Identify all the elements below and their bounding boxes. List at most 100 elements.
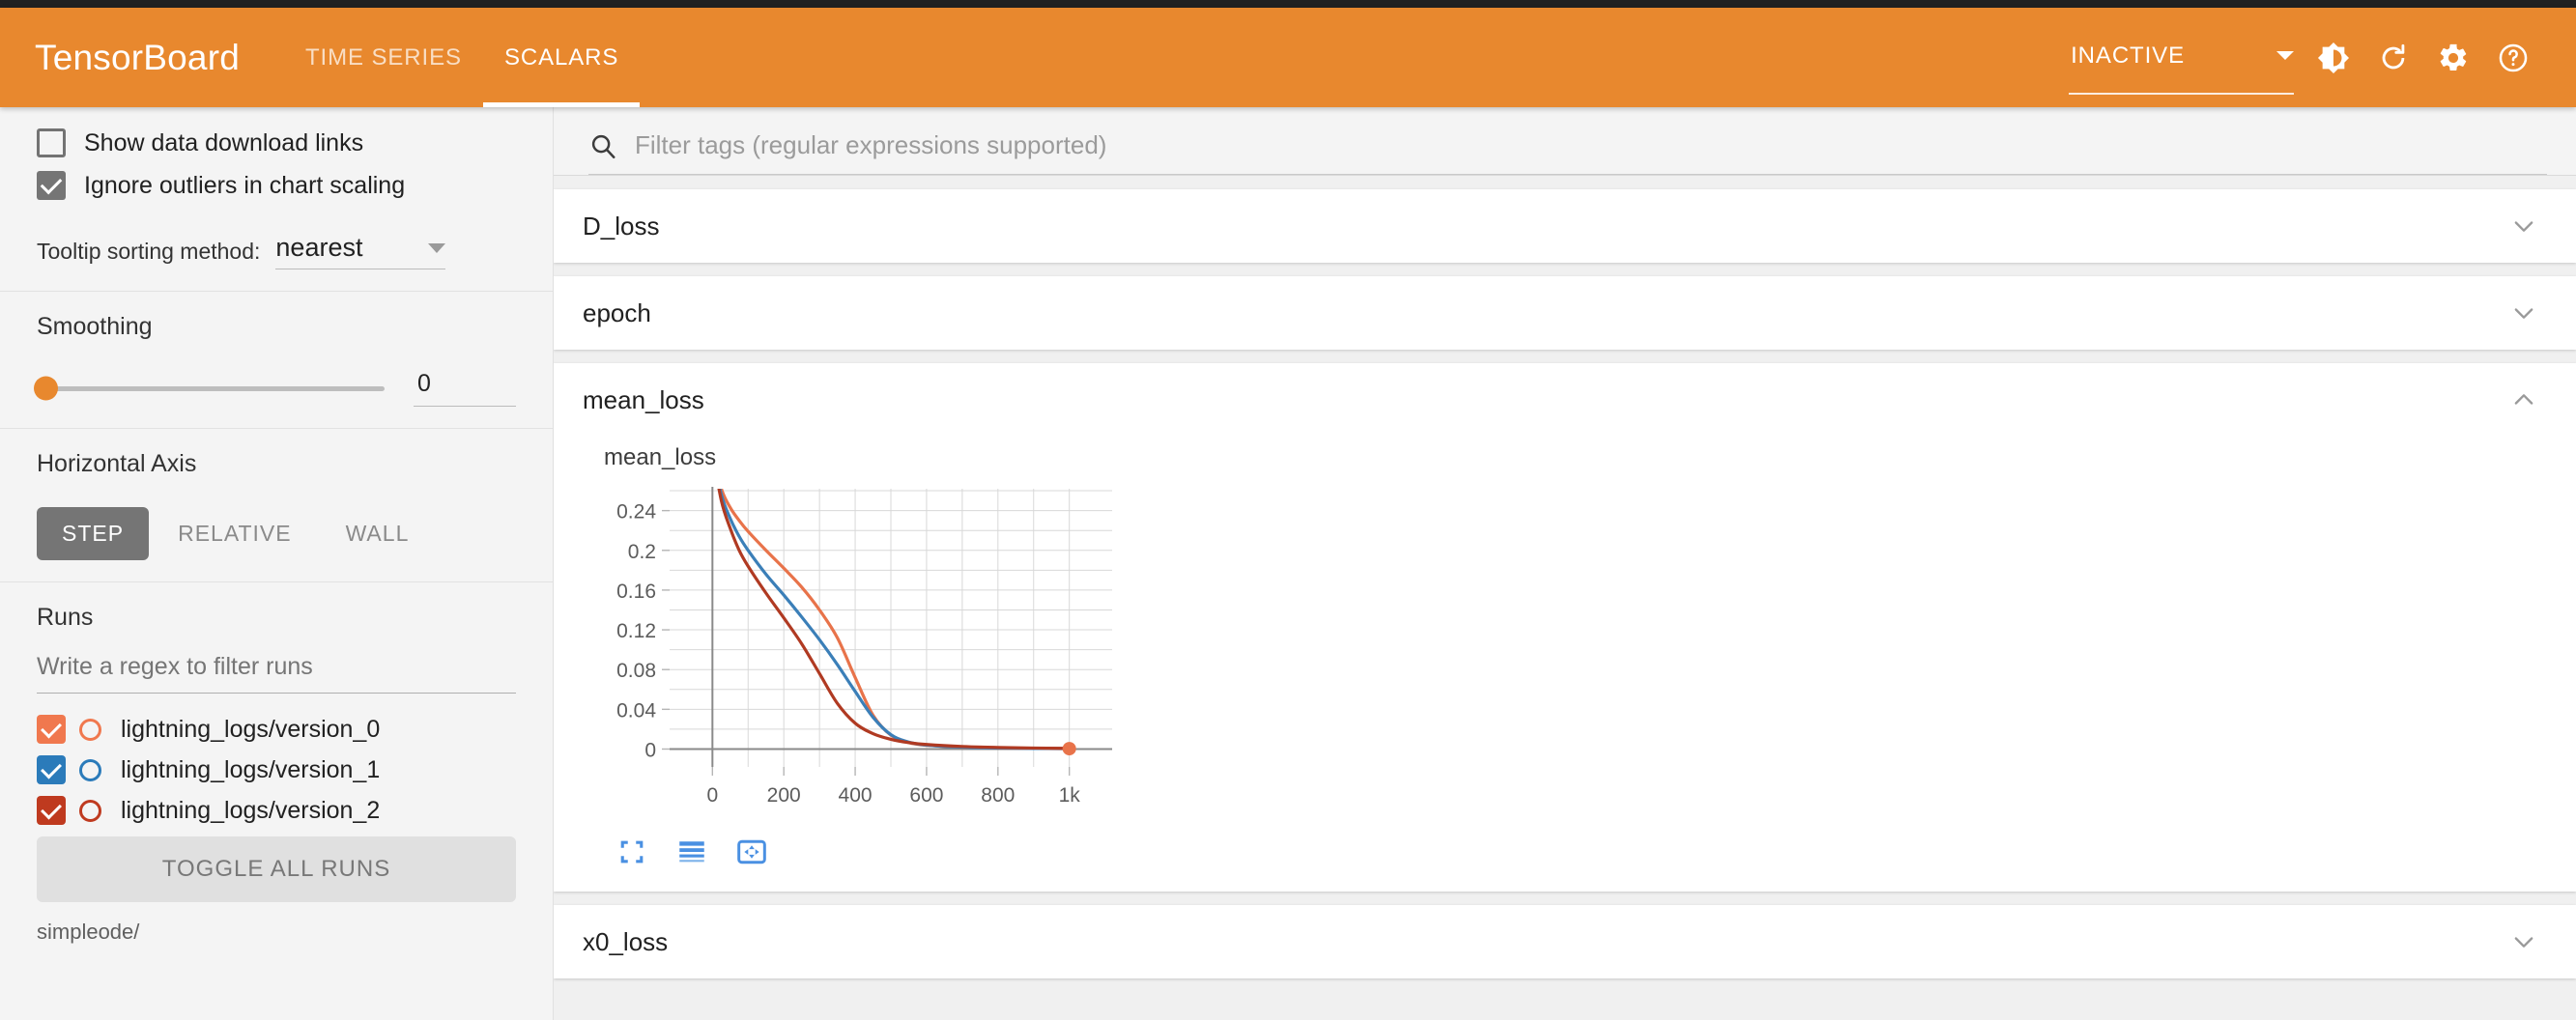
horizontal-axis-title: Horizontal Axis [37, 450, 197, 477]
tooltip-sorting-row: Tooltip sorting method: nearest [37, 233, 516, 269]
help-icon[interactable] [2483, 28, 2543, 88]
x-tick-label: 0 [706, 784, 718, 807]
run-status-label: INACTIVE [2071, 42, 2185, 69]
axis-option-wall[interactable]: WALL [345, 521, 410, 546]
pan-reset-icon[interactable] [735, 836, 768, 868]
run-label: lightning_logs/version_2 [121, 796, 381, 824]
tooltip-sorting-select[interactable]: nearest [275, 233, 446, 269]
card-title: mean_loss [583, 384, 704, 414]
sidebar-horizontal-axis-section: Horizontal Axis STEP RELATIVE WALL [0, 429, 553, 582]
card-epoch: epoch [554, 276, 2576, 350]
data-table-icon[interactable] [675, 836, 708, 868]
chevron-down-icon [2276, 51, 2294, 60]
tag-filter-placeholder: Filter tags (regular expressions support… [635, 130, 1107, 159]
series-group [712, 475, 1072, 751]
y-tick-label: 0.04 [616, 699, 656, 722]
chart-toolbar [583, 828, 2576, 882]
runs-filter-input[interactable] [37, 653, 516, 694]
refresh-icon[interactable] [2363, 28, 2423, 88]
option-label: Ignore outliers in chart scaling [84, 171, 406, 199]
tab-time-series[interactable]: TIME SERIES [305, 43, 462, 71]
chevron-down-icon[interactable] [2510, 299, 2537, 326]
run-checkbox[interactable] [37, 755, 66, 784]
fullscreen-icon[interactable] [615, 836, 648, 868]
tooltip-sorting-value: nearest [275, 233, 363, 262]
x-tick-label: 600 [909, 784, 943, 807]
chevron-down-icon[interactable] [2510, 212, 2537, 240]
x-tick-label: 800 [981, 784, 1015, 807]
runs-list: lightning_logs/version_0 lightning_logs/… [37, 715, 516, 825]
card-header[interactable]: x0_loss [554, 905, 2576, 978]
tag-filter-bar: Filter tags (regular expressions support… [554, 107, 2576, 176]
card-x0-loss: x0_loss [554, 905, 2576, 978]
gear-icon[interactable] [2423, 28, 2483, 88]
tag-cards: D_loss epoch mean_loss [554, 176, 2576, 978]
y-tick-label: 0 [644, 739, 656, 761]
card-header[interactable]: epoch [554, 276, 2576, 350]
option-label: Show data download links [84, 128, 364, 156]
sidebar-runs-section: Runs lightning_logs/version_0 lightning_… [0, 582, 553, 966]
run-label: lightning_logs/version_1 [121, 755, 381, 783]
sidebar: Show data download links Ignore outliers… [0, 107, 554, 1020]
run-label: lightning_logs/version_0 [121, 715, 381, 743]
runs-footer-path: simpleode/ [37, 920, 140, 944]
run-item-version-1[interactable]: lightning_logs/version_1 [37, 755, 516, 784]
header-actions: INACTIVE [2069, 8, 2576, 107]
app-brand: TensorBoard [35, 37, 240, 77]
run-checkbox[interactable] [37, 715, 66, 744]
card-d-loss: D_loss [554, 189, 2576, 263]
chevron-down-icon [428, 242, 446, 253]
checkbox-checked-icon[interactable] [37, 171, 66, 200]
app-header: TensorBoard TIME SERIES SCALARS INACTIVE [0, 8, 2576, 107]
run-item-version-0[interactable]: lightning_logs/version_0 [37, 715, 516, 744]
runs-title: Runs [37, 604, 94, 631]
checkbox-unchecked-icon[interactable] [37, 128, 66, 157]
y-tick-label: 0.2 [628, 541, 656, 563]
axis-option-step[interactable]: STEP [37, 507, 150, 560]
axis-option-relative[interactable]: RELATIVE [178, 521, 292, 546]
card-title: epoch [583, 298, 651, 327]
tooltip-sorting-label: Tooltip sorting method: [37, 239, 261, 264]
smoothing-slider[interactable] [34, 376, 385, 401]
slider-thumb[interactable] [34, 376, 58, 401]
app-body: Show data download links Ignore outliers… [0, 107, 2576, 1020]
run-color-ring [79, 799, 101, 822]
horizontal-axis-options: STEP RELATIVE WALL [37, 507, 516, 560]
card-header[interactable]: mean_loss [554, 363, 2576, 437]
tag-filter-field[interactable]: Filter tags (regular expressions support… [588, 130, 2547, 175]
top-strip [0, 0, 2576, 8]
option-show-data-download-links[interactable]: Show data download links [37, 128, 516, 157]
chart-container[interactable]: 0 0.04 0.08 0.12 0.16 0.2 0.24 0 200 400 600 800 1k [583, 475, 2576, 828]
y-tick-label: 0.24 [616, 501, 656, 524]
run-color-ring [79, 758, 101, 781]
run-item-version-2[interactable]: lightning_logs/version_2 [37, 796, 516, 825]
tab-scalars[interactable]: SCALARS [482, 8, 641, 107]
run-status-selector[interactable]: INACTIVE [2069, 42, 2294, 95]
chevron-down-icon[interactable] [2510, 928, 2537, 955]
card-title: x0_loss [583, 926, 669, 956]
y-tick-label: 0.16 [616, 581, 656, 603]
search-icon [591, 134, 615, 158]
chevron-up-icon[interactable] [2510, 386, 2537, 413]
card-title: D_loss [583, 211, 660, 241]
mean-loss-line-chart[interactable]: 0 0.04 0.08 0.12 0.16 0.2 0.24 0 200 400 600 800 1k [588, 475, 1130, 823]
card-body: mean_loss 0 0.04 0.08 0.12 0.16 0.2 0.24 0 200 40… [554, 437, 2576, 892]
run-color-ring [79, 718, 101, 741]
sidebar-options-section: Show data download links Ignore outliers… [0, 107, 553, 292]
chart-title: mean_loss [604, 444, 717, 470]
series-end-marker-0[interactable] [1062, 742, 1076, 756]
toggle-all-runs-button[interactable]: TOGGLE ALL RUNS [37, 836, 516, 902]
smoothing-value[interactable]: 0 [414, 370, 516, 407]
card-mean-loss: mean_loss mean_loss 0 0.04 0.08 0.12 0.16 0.2… [554, 363, 2576, 892]
smoothing-title: Smoothing [37, 313, 153, 340]
option-ignore-outliers[interactable]: Ignore outliers in chart scaling [37, 171, 516, 200]
status-underline [2069, 92, 2294, 95]
series-line-2[interactable] [712, 475, 1072, 751]
run-checkbox[interactable] [37, 796, 66, 825]
x-tick-label: 1k [1059, 784, 1081, 807]
card-header[interactable]: D_loss [554, 189, 2576, 263]
brightness-icon[interactable] [2304, 28, 2363, 88]
smoothing-row: 0 [34, 370, 516, 407]
header-tabs: TIME SERIES SCALARS [284, 8, 641, 107]
y-tick-label: 0.08 [616, 660, 656, 682]
